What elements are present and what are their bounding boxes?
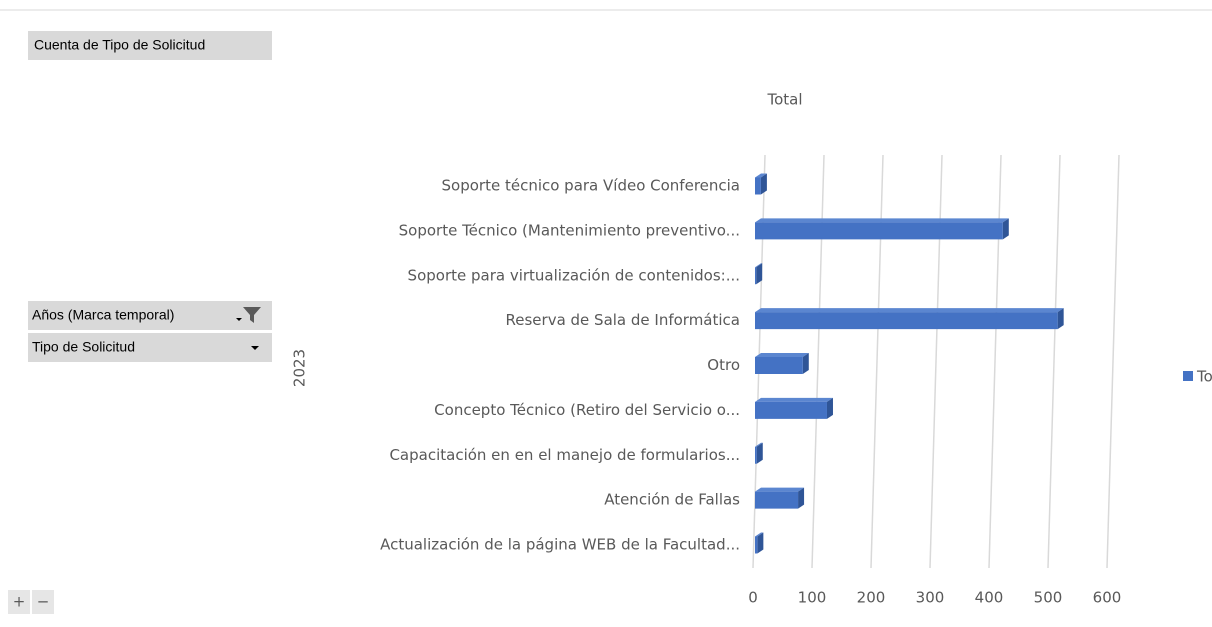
bar: [755, 222, 1003, 240]
grid-line: [811, 154, 825, 569]
value-field-label: Cuenta de Tipo de Solicitud: [34, 37, 205, 53]
bar-side: [756, 263, 763, 285]
y-tick-label: Reserva de Sala de Informática: [506, 311, 741, 329]
group-label: 2023: [291, 349, 309, 387]
filter-field-button[interactable]: [28, 301, 272, 330]
bar: [755, 536, 758, 554]
legend-label: Total: [1196, 368, 1212, 386]
collapse-button[interactable]: [32, 590, 54, 614]
bar: [755, 446, 757, 464]
bar-top: [755, 353, 809, 357]
x-tick-label: 100: [798, 589, 827, 607]
grid-line: [1106, 154, 1120, 569]
y-tick-label: Actualización de la página WEB de la Fac…: [380, 536, 740, 554]
grid-line: [870, 154, 884, 569]
chart-title: Total: [766, 91, 802, 109]
bar: [755, 312, 1058, 330]
bar-side: [802, 353, 809, 374]
bar: [755, 177, 761, 195]
dropdown-arrow: [236, 318, 242, 321]
collapse-label: −: [37, 593, 50, 611]
x-tick-label: 500: [1034, 589, 1063, 607]
dropdown-arrow: [251, 346, 259, 350]
grid-line: [1047, 154, 1061, 569]
bar-top: [755, 487, 805, 492]
expand-button[interactable]: [8, 590, 30, 614]
legend-swatch: [1183, 371, 1193, 381]
row-field-label: Tipo de Solicitud: [32, 339, 135, 355]
grid-line: [929, 154, 943, 569]
value-field-button[interactable]: [28, 31, 272, 60]
bar: [755, 357, 803, 374]
bar-top: [755, 442, 763, 447]
y-tick-label: Soporte técnico para Vídeo Conferencia: [442, 177, 740, 195]
bar-side: [1057, 308, 1064, 330]
bar-top: [755, 397, 833, 402]
x-tick-label: 300: [916, 589, 945, 607]
y-tick-label: Otro: [707, 356, 740, 374]
x-tick-label: 0: [748, 589, 758, 607]
bar-side: [826, 397, 833, 419]
bar: [755, 267, 757, 285]
x-tick-label: 600: [1093, 589, 1122, 607]
bar-top: [755, 218, 1009, 223]
bar-side: [756, 442, 763, 464]
x-tick-label: 200: [857, 589, 886, 607]
row-field-button[interactable]: [28, 333, 272, 362]
bar-top: [755, 308, 1064, 313]
x-tick-label: 400: [975, 589, 1004, 607]
bar: [755, 401, 827, 419]
grid-line: [988, 154, 1002, 569]
bar: [755, 491, 799, 509]
y-tick-label: Atención de Fallas: [604, 491, 740, 509]
filter-field-label: Años (Marca temporal): [32, 307, 174, 323]
bar-side: [1002, 218, 1009, 240]
y-tick-label: Soporte para virtualización de contenido…: [408, 266, 740, 284]
bar-side: [760, 173, 767, 195]
bar-side: [757, 532, 764, 554]
bar-top: [755, 173, 767, 178]
y-tick-label: Concepto Técnico (Retiro del Servicio o.…: [434, 401, 740, 419]
bar-top: [755, 263, 763, 268]
y-tick-label: Capacitación en en el manejo de formular…: [389, 446, 740, 464]
bar-top: [755, 532, 764, 537]
bar-side: [798, 487, 805, 509]
y-tick-label: Soporte Técnico (Mantenimiento preventiv…: [399, 221, 740, 239]
filter-icon: [243, 307, 261, 323]
expand-label: +: [13, 593, 26, 611]
